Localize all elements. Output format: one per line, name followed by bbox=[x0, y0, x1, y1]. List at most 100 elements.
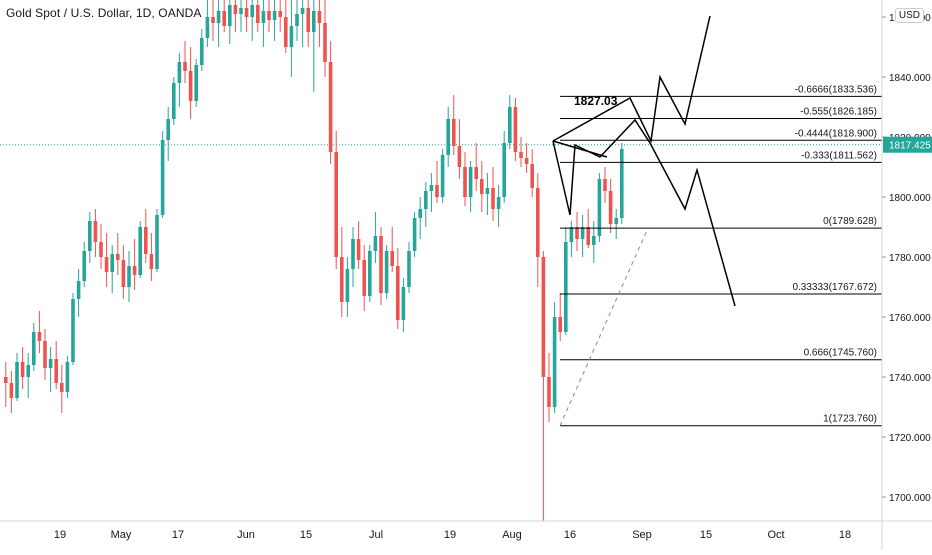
candle bbox=[569, 227, 574, 242]
candle bbox=[132, 266, 137, 275]
candle bbox=[239, 8, 243, 14]
candle bbox=[300, 8, 305, 14]
fib-label: 0.33333(1767.672) bbox=[792, 282, 877, 293]
candle bbox=[513, 107, 518, 152]
candle bbox=[390, 251, 394, 266]
x-tick-label: Jul bbox=[369, 529, 383, 541]
candle bbox=[345, 269, 350, 302]
candle bbox=[244, 8, 249, 17]
candle bbox=[508, 107, 512, 143]
candle bbox=[446, 119, 450, 155]
candle bbox=[468, 167, 473, 197]
y-tick-label: 1760.000 bbox=[889, 313, 931, 324]
candle bbox=[144, 227, 148, 254]
candle bbox=[155, 215, 159, 269]
x-tick-label: 15 bbox=[700, 529, 712, 541]
fib-label: -0.6666(1833.536) bbox=[795, 84, 877, 95]
candle bbox=[491, 188, 495, 209]
candle bbox=[149, 254, 154, 269]
y-tick-label: 1780.000 bbox=[889, 253, 931, 264]
candle bbox=[323, 23, 327, 62]
candle bbox=[194, 65, 198, 101]
candle bbox=[93, 221, 98, 242]
x-tick-label: Oct bbox=[767, 529, 784, 541]
candle bbox=[121, 260, 126, 287]
candle bbox=[88, 221, 92, 251]
candle bbox=[15, 362, 19, 398]
x-tick-label: Jun bbox=[237, 529, 255, 541]
candle bbox=[429, 185, 434, 191]
candle bbox=[104, 257, 109, 272]
y-tick-label: 1800.000 bbox=[889, 193, 931, 204]
candle bbox=[379, 236, 383, 293]
candle bbox=[216, 11, 221, 23]
candle bbox=[614, 218, 618, 224]
candle bbox=[26, 365, 30, 377]
fib-label: -0.4444(1818.900) bbox=[795, 128, 877, 139]
candle bbox=[200, 38, 204, 65]
y-tick-label: 1720.000 bbox=[889, 433, 931, 444]
candle bbox=[362, 260, 366, 296]
candle bbox=[138, 227, 142, 275]
candle bbox=[312, 11, 316, 32]
candle bbox=[586, 227, 590, 245]
candle bbox=[351, 239, 355, 269]
candle bbox=[272, 11, 277, 20]
x-tick-label: 15 bbox=[300, 529, 312, 541]
candle bbox=[166, 119, 170, 140]
candle bbox=[580, 227, 585, 239]
candle bbox=[530, 164, 534, 188]
fib-label: -0.555(1826.185) bbox=[800, 106, 877, 117]
candle bbox=[177, 62, 182, 83]
candle bbox=[401, 287, 406, 320]
candle bbox=[524, 158, 529, 164]
candle bbox=[228, 5, 232, 26]
candle bbox=[9, 383, 14, 398]
candle bbox=[284, 17, 288, 47]
x-tick-label: 16 bbox=[564, 529, 576, 541]
candle bbox=[603, 179, 607, 191]
y-tick-label: 1700.000 bbox=[889, 493, 931, 504]
candle bbox=[474, 167, 478, 179]
candle bbox=[267, 11, 271, 20]
x-tick-label: 19 bbox=[444, 529, 456, 541]
candle bbox=[373, 236, 378, 251]
candle bbox=[127, 266, 131, 287]
candle bbox=[295, 14, 299, 26]
fib-label: 1(1723.760) bbox=[823, 414, 877, 425]
x-tick-label: Sep bbox=[632, 529, 652, 541]
candle bbox=[412, 218, 417, 251]
candle bbox=[32, 332, 36, 365]
candle bbox=[261, 11, 266, 23]
candle bbox=[60, 383, 64, 392]
candle bbox=[564, 242, 568, 332]
candle bbox=[256, 5, 260, 23]
candle bbox=[289, 26, 294, 47]
x-tick-label: Aug bbox=[502, 529, 522, 541]
candle bbox=[558, 317, 562, 332]
candle bbox=[65, 362, 70, 392]
candle bbox=[396, 266, 400, 320]
candle bbox=[519, 152, 523, 158]
fib-label: 0.666(1745.760) bbox=[804, 348, 877, 359]
candle bbox=[211, 17, 215, 23]
candle bbox=[592, 236, 596, 245]
candle bbox=[317, 11, 322, 23]
fib-label: -0.333(1811.562) bbox=[801, 150, 877, 161]
x-tick-label: May bbox=[111, 529, 132, 541]
candle bbox=[278, 11, 282, 17]
bearish-projection bbox=[552, 118, 736, 307]
candle bbox=[452, 119, 456, 146]
last-price-badge bbox=[883, 136, 932, 153]
currency-button[interactable]: USD bbox=[894, 8, 924, 23]
candle bbox=[37, 332, 42, 341]
candle bbox=[547, 377, 551, 407]
candle bbox=[575, 227, 579, 239]
x-tick-label: 19 bbox=[54, 529, 66, 541]
candle bbox=[222, 11, 226, 26]
candle bbox=[463, 167, 467, 197]
candle bbox=[205, 17, 210, 38]
candle bbox=[20, 362, 25, 377]
